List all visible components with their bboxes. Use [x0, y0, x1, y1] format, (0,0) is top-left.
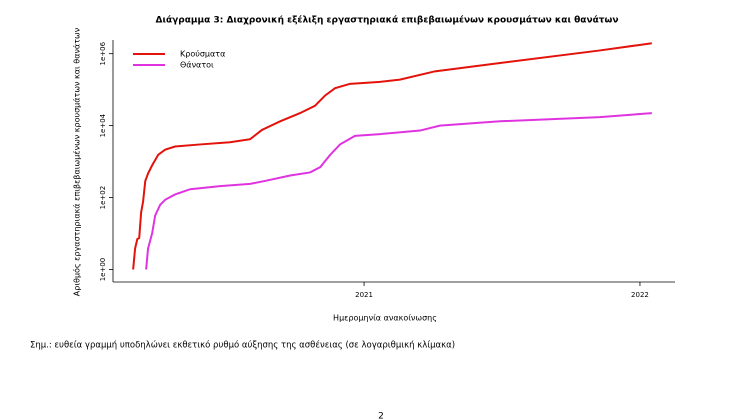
x-tick-label: 2022	[631, 291, 649, 299]
y-tick-label: 1e+00	[99, 258, 107, 282]
y-tick-label: 1e+06	[99, 41, 107, 65]
x-axis-label: Ημερομηνία ανακοίνωσης	[333, 314, 437, 323]
page-number: 2	[378, 412, 384, 419]
legend-label: Θάνατοι	[180, 61, 214, 70]
legend-label: Κρούσματα	[180, 49, 225, 59]
chart-title: Διάγραμμα 3: Διαχρονική εξέλιξη εργαστηρ…	[155, 15, 618, 26]
series-line	[145, 112, 652, 270]
y-tick-label: 1e+02	[99, 186, 107, 210]
x-tick-label: 2021	[355, 291, 373, 299]
series-line	[132, 42, 652, 270]
note: Σημ.: ευθεία γραμμή υποδηλώνει εκθετικό …	[30, 340, 455, 351]
y-tick-label: 1e+04	[99, 113, 107, 137]
y-axis-label: Αριθμός εργαστηριακά επιβεβαιωμένων κρου…	[72, 27, 82, 296]
